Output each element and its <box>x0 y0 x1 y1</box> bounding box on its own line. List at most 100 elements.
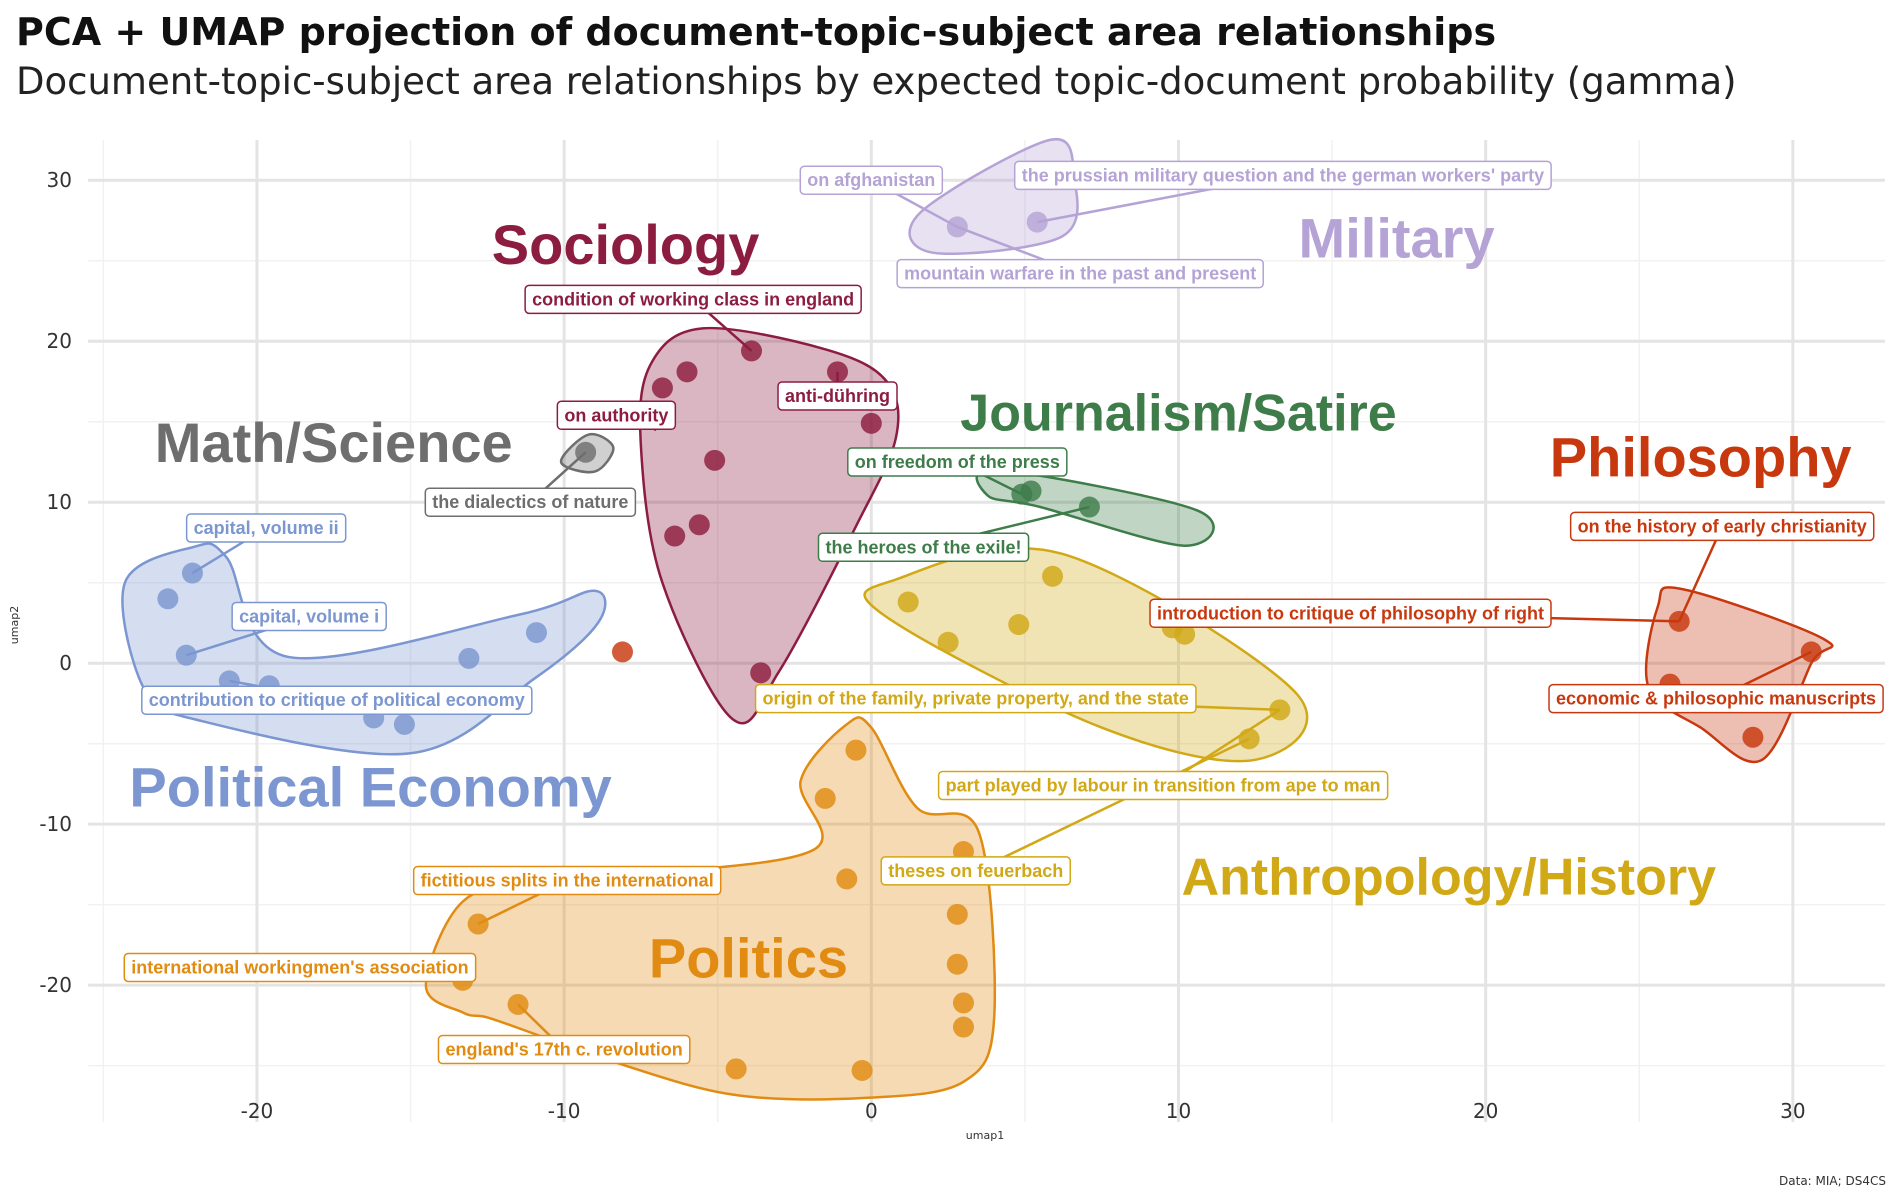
doc-label-text: on freedom of the press <box>855 452 1060 472</box>
point-sociology <box>688 514 710 536</box>
x-tick-label: 0 <box>865 1099 878 1123</box>
area-label-politics: Politics <box>649 926 848 989</box>
point-politics <box>952 1016 974 1038</box>
doc-label: the heroes of the exile! <box>817 532 1030 563</box>
doc-label-box <box>847 447 1068 477</box>
point-math-science <box>575 441 597 463</box>
doc-label-box <box>777 381 898 411</box>
point-sociology <box>664 525 686 547</box>
doc-label-text: on the history of early christianity <box>1578 516 1867 536</box>
doc-label: on afghanistan <box>799 165 944 195</box>
point-sociology <box>676 361 698 383</box>
doc-label: england's 17th c. revolution <box>437 1034 691 1065</box>
point-anthropology-history <box>1238 728 1260 750</box>
hull-philosophy <box>1644 586 1834 764</box>
point-philosophy <box>1800 641 1822 663</box>
y-tick-label: -10 <box>39 812 72 836</box>
point-philosophy <box>1668 610 1690 632</box>
doc-label: introduction to critique of philosophy o… <box>1149 598 1552 629</box>
doc-label-box <box>880 856 1072 886</box>
doc-label-box <box>1548 683 1884 714</box>
doc-label-box <box>231 601 387 632</box>
doc-label: international workingmen's association <box>123 952 477 983</box>
point-philosophy <box>611 641 633 663</box>
hull-anthropology-history <box>863 546 1309 763</box>
doc-label: contribution to critique of political ec… <box>141 685 533 715</box>
area-label-journalism-satire: Journalism/Satire <box>960 385 1396 443</box>
doc-label-text: economic & philosophic manuscripts <box>1556 689 1876 709</box>
doc-label-box <box>437 1034 691 1065</box>
area-label-anthropology-history: Anthropology/History <box>1182 848 1717 906</box>
point-political-economy <box>393 713 415 735</box>
point-sociology <box>704 449 726 471</box>
doc-label-box <box>754 683 1197 714</box>
doc-label-box <box>817 532 1030 563</box>
point-anthropology-history <box>1174 623 1196 645</box>
doc-label-text: part played by labour in transition from… <box>946 776 1381 796</box>
doc-label: anti-dühring <box>777 381 898 411</box>
doc-label-text: origin of the family, private property, … <box>763 689 1189 709</box>
hull-sociology <box>638 326 900 725</box>
doc-label-box <box>1149 598 1552 629</box>
chart-title: PCA + UMAP projection of document-topic-… <box>16 10 1497 54</box>
doc-label-box <box>424 487 637 517</box>
x-axis-label: umap1 <box>966 1129 1004 1142</box>
point-journalism-satire <box>1020 480 1042 502</box>
point-political-economy <box>525 622 547 644</box>
point-sociology <box>741 340 763 362</box>
y-tick-label: -20 <box>39 973 72 997</box>
doc-label: the dialectics of nature <box>424 487 637 517</box>
leader-line <box>975 737 1250 872</box>
doc-label-text: the dialectics of nature <box>432 492 628 512</box>
doc-label: mountain warfare in the past and present <box>896 258 1264 289</box>
x-tick-label: -20 <box>241 1099 274 1123</box>
point-politics <box>725 1058 747 1080</box>
doc-label-box <box>412 865 722 896</box>
doc-label-box <box>896 258 1264 289</box>
doc-label-text: fictitious splits in the international <box>421 871 714 891</box>
caption: Data: MIA; DS4CS <box>1779 1174 1886 1188</box>
doc-label: the prussian military question and the g… <box>1013 160 1552 191</box>
doc-label-text: england's 17th c. revolution <box>445 1040 682 1060</box>
point-sociology <box>651 377 673 399</box>
y-tick-label: 0 <box>59 651 72 675</box>
point-politics <box>836 868 858 890</box>
axis-ticks: -20 -10 0 10 20 30 -20 -10 0 10 20 30 <box>39 168 1805 1123</box>
y-axis-label: umap2 <box>8 606 21 644</box>
doc-label-text: mountain warfare in the past and present <box>904 264 1256 284</box>
doc-label: capital, volume i <box>231 601 387 632</box>
doc-label-box <box>937 770 1389 801</box>
doc-label-box <box>141 685 533 715</box>
point-sociology <box>860 412 882 434</box>
x-tick-label: -10 <box>548 1099 581 1123</box>
point-political-economy <box>175 644 197 666</box>
doc-label-text: international workingmen's association <box>131 957 468 977</box>
doc-label-text: on afghanistan <box>807 170 935 190</box>
doc-label-text: capital, volume ii <box>194 518 339 538</box>
point-anthropology-history <box>1042 565 1064 587</box>
area-label-sociology: Sociology <box>492 213 760 276</box>
doc-label-text: capital, volume i <box>239 607 379 627</box>
point-politics <box>845 739 867 761</box>
point-political-economy <box>458 647 480 669</box>
point-anthropology-history <box>1269 699 1291 721</box>
point-political-economy <box>157 588 179 610</box>
point-anthropology-history <box>937 631 959 653</box>
doc-label-text: the heroes of the exile! <box>825 537 1021 557</box>
doc-label: theses on feuerbach <box>880 856 1072 886</box>
point-sociology <box>827 361 849 383</box>
doc-label: on the history of early christianity <box>1569 511 1875 542</box>
doc-label: condition of working class in england <box>524 284 862 315</box>
doc-label-text: condition of working class in england <box>532 289 854 309</box>
x-tick-label: 30 <box>1780 1099 1805 1123</box>
doc-label-box <box>799 165 944 195</box>
doc-label-box <box>185 513 347 543</box>
doc-label: economic & philosophic manuscripts <box>1548 683 1884 714</box>
point-anthropology-history <box>1008 614 1030 636</box>
point-politics <box>952 992 974 1014</box>
doc-label-text: introduction to critique of philosophy o… <box>1157 603 1544 623</box>
doc-label-box <box>123 952 477 983</box>
area-label-political-economy: Political Economy <box>129 756 611 819</box>
data-points <box>157 211 1822 1081</box>
